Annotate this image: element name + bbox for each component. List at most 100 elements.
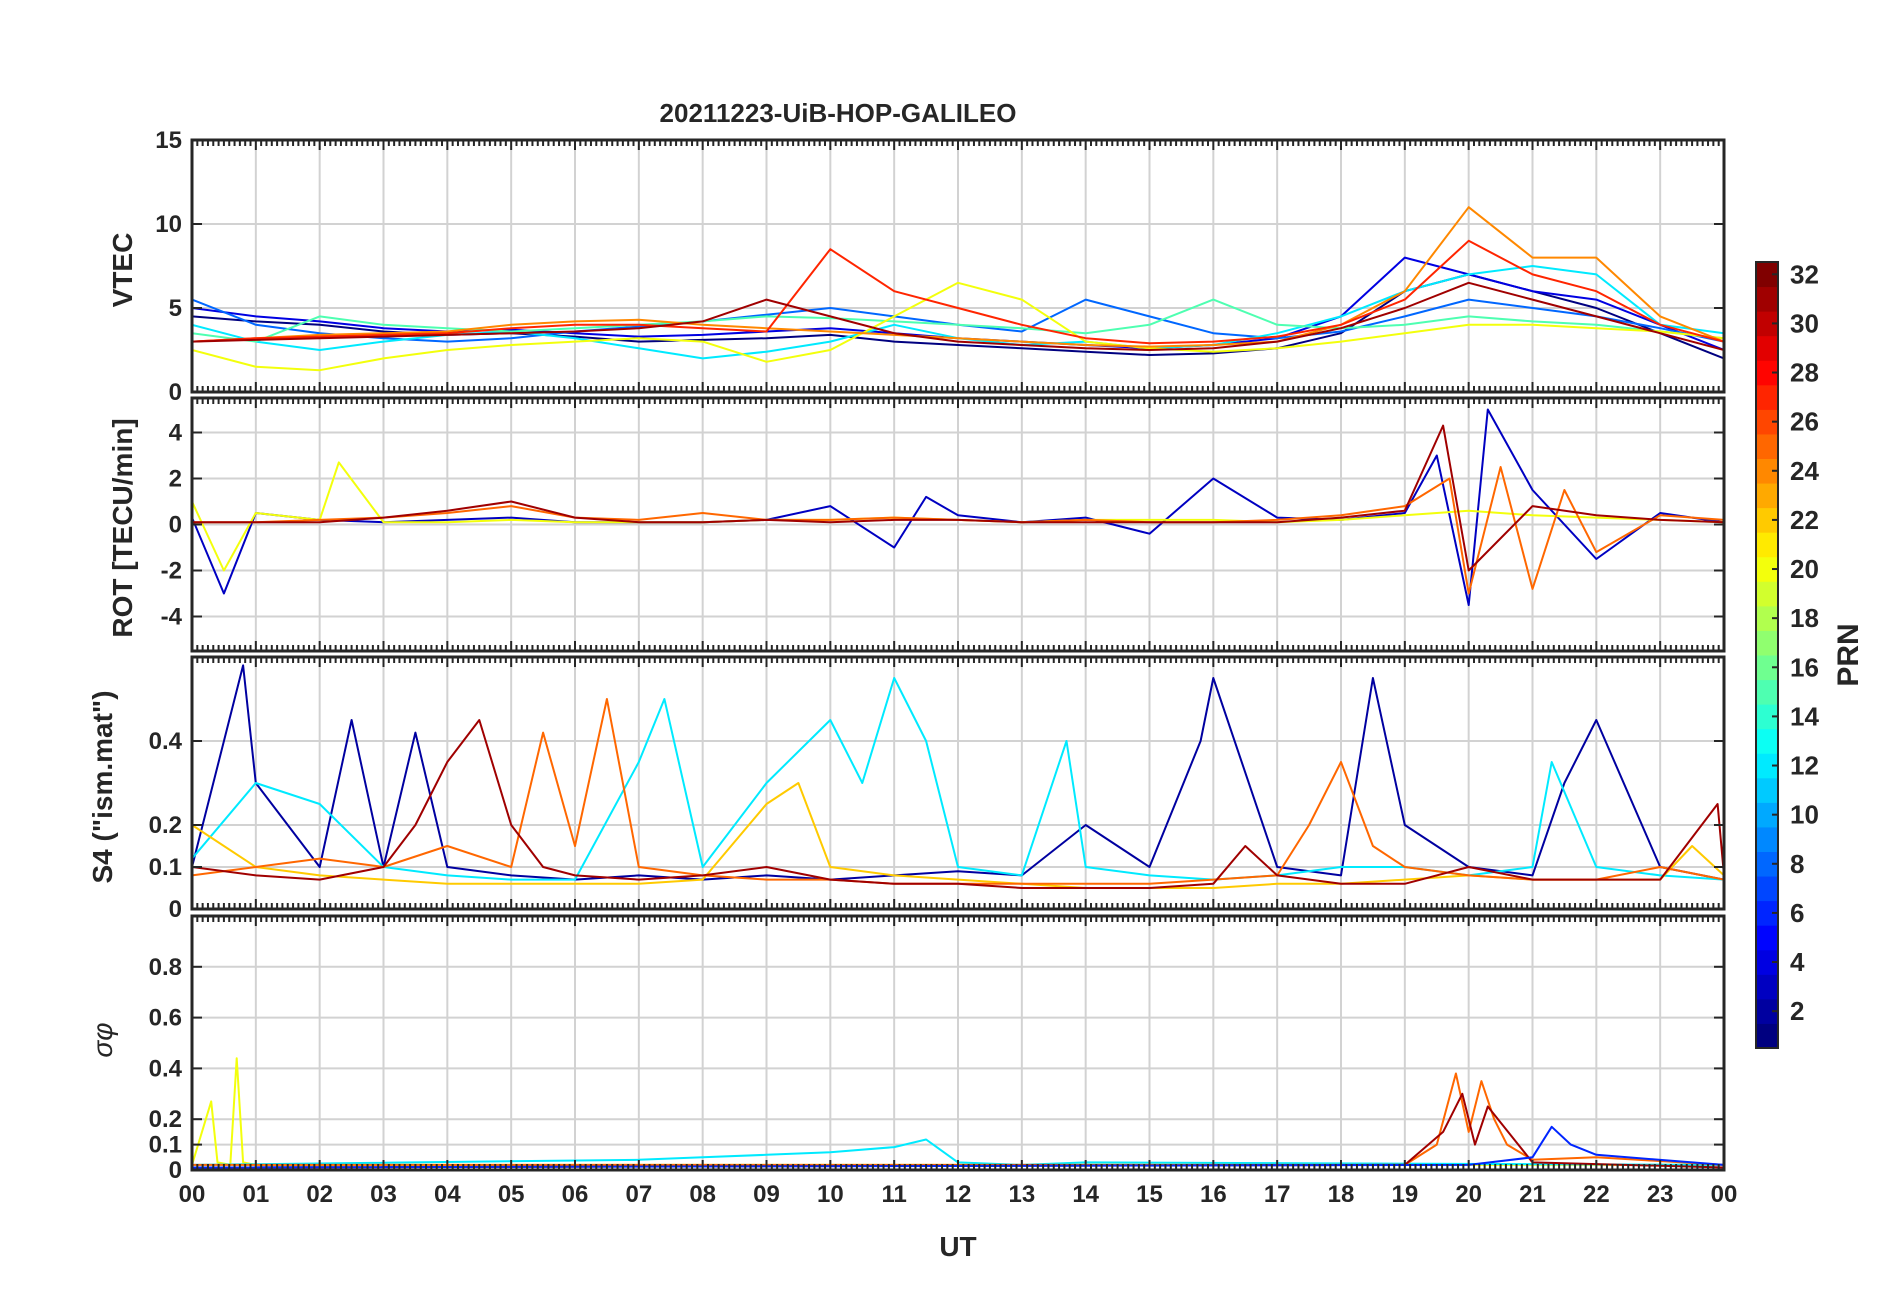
x-tick-label: 05 [498, 1181, 525, 1208]
sigma_phi-y-tick-label: 0.1 [149, 1132, 182, 1159]
colorbar-label: PRN [1832, 623, 1865, 686]
x-tick-label: 08 [689, 1181, 716, 1208]
colorbar-segment [1756, 483, 1778, 509]
colorbar-segment [1756, 630, 1778, 656]
x-tick-label: 12 [945, 1181, 972, 1208]
rot-series-group [192, 408, 1724, 606]
x-tick-label: 06 [562, 1181, 589, 1208]
colorbar-frame [1755, 261, 1779, 1049]
s4-panel: 0 0.1 0.2 0.4 S4 ("ism.mat") [87, 655, 1726, 923]
colorbar-segment [1756, 925, 1778, 951]
colorbar-segment [1756, 655, 1778, 681]
x-axis-label: UT [939, 1231, 976, 1262]
vtec-panel: 0 5 10 15 VTEC [107, 127, 1726, 406]
vtec-series-prn-20 [192, 281, 1724, 372]
s4-series-prn-12 [192, 677, 1724, 881]
colorbar-segment [1756, 507, 1778, 533]
x-tick-label: 18 [1328, 1181, 1355, 1208]
colorbar-tick-label: 28 [1790, 358, 1819, 388]
colorbar-tick-label: 8 [1790, 849, 1804, 879]
s4-y-tick-label: 0 [169, 896, 182, 923]
x-tick-label: 01 [242, 1181, 269, 1208]
colorbar-segment [1756, 286, 1778, 312]
colorbar-tick-label: 16 [1790, 652, 1819, 682]
s4-series-group [192, 664, 1724, 889]
colorbar-tick-label: 32 [1790, 259, 1819, 289]
colorbar-segment [1756, 532, 1778, 558]
colorbar-tick-label: 24 [1790, 456, 1819, 486]
x-tick-label: 13 [1008, 1181, 1035, 1208]
x-tick-label: 20 [1455, 1181, 1482, 1208]
colorbar-segment [1756, 409, 1778, 435]
sigma_phi-y-tick-label: 0.8 [149, 954, 182, 981]
colorbar-tick-label: 30 [1790, 308, 1819, 338]
x-tick-label: 14 [1072, 1181, 1099, 1208]
figure-title: 20211223-UiB-HOP-GALILEO [660, 98, 1017, 128]
sigma_phi-y-tick-label: 0.4 [149, 1055, 183, 1082]
rot-y-tick-label: 0 [169, 512, 182, 539]
s4-y-tick-label: 0.1 [149, 854, 182, 881]
colorbar-segment [1756, 777, 1778, 803]
vtec-series-prn-24 [192, 206, 1724, 348]
vtec-series-prn-31 [192, 281, 1724, 351]
colorbar-segment [1756, 704, 1778, 730]
colorbar-tick-label: 18 [1790, 603, 1819, 633]
rot-y-tick-label: -2 [161, 558, 182, 585]
x-tick-label: 23 [1647, 1181, 1674, 1208]
s4-y-tick-label: 0.4 [149, 728, 183, 755]
x-tick-label: 17 [1264, 1181, 1291, 1208]
colorbar-segment [1756, 974, 1778, 1000]
vtec-series-prn-15 [192, 298, 1724, 343]
colorbar-segment [1756, 851, 1778, 877]
colorbar-tick-label: 20 [1790, 554, 1819, 584]
vtec-y-axis-label: VTEC [107, 233, 138, 308]
x-tick-label: 00 [179, 1181, 206, 1208]
colorbar-segment [1756, 605, 1778, 631]
colorbar-tick-label: 6 [1790, 898, 1804, 928]
x-tick-label: 02 [306, 1181, 333, 1208]
x-tick-label: 15 [1136, 1181, 1163, 1208]
x-tick-label: 03 [370, 1181, 397, 1208]
colorbar-segment [1756, 384, 1778, 410]
rot-y-tick-label: 4 [169, 420, 183, 447]
colorbar-segment [1756, 679, 1778, 705]
sigma-phi-panel: 00.10.2 0.4 0.6 0.8 σφ [87, 914, 1726, 1184]
sigma_phi-series-prn-31 [192, 1092, 1724, 1169]
colorbar-tick-label: 10 [1790, 800, 1819, 830]
rot-series-prn-31 [192, 424, 1724, 572]
sigma_phi-y-tick-label: 0 [169, 1157, 182, 1184]
rot-panel: -4 -2 0 2 4 ROT [TECU/min] [107, 396, 1726, 653]
colorbar-segment [1756, 802, 1778, 828]
sigma_phi-series-prn-25 [192, 1072, 1724, 1166]
colorbar-segment [1756, 728, 1778, 754]
vtec-y-tick-label: 5 [169, 295, 182, 322]
rot-y-axis-label: ROT [TECU/min] [107, 418, 138, 637]
x-tick-label: 10 [817, 1181, 844, 1208]
rot-series-prn-3 [192, 408, 1724, 606]
sigma_phi-y-tick-label: 0.6 [149, 1005, 182, 1032]
vtec-y-tick-label: 10 [155, 211, 182, 238]
x-tick-label: 19 [1391, 1181, 1418, 1208]
colorbar-segment [1756, 581, 1778, 607]
s4-y-tick-label: 0.2 [149, 812, 182, 839]
x-tick-label: 21 [1519, 1181, 1546, 1208]
colorbar-segment [1756, 949, 1778, 975]
colorbar-segment [1756, 360, 1778, 386]
colorbar-tick-label: 4 [1790, 947, 1805, 977]
sigma-phi-y-axis-label: σφ [87, 1022, 118, 1057]
colorbar-tick-label: 14 [1790, 701, 1819, 731]
x-axis-ticks: 00 01 02 03 04 05 06 07 08 09 10 11 12 13 14 15 16 17 18 19… [179, 1181, 1738, 1208]
sigma_phi-y-tick-label: 0.2 [149, 1106, 182, 1133]
rot-y-tick-label: -4 [161, 604, 183, 631]
colorbar-tick-label: 2 [1790, 996, 1804, 1026]
colorbar-segment [1756, 433, 1778, 459]
s4-y-axis-label: S4 ("ism.mat") [87, 690, 118, 883]
vtec-series-prn-27 [192, 239, 1724, 345]
rot-series-prn-25 [192, 466, 1724, 595]
x-tick-label: 04 [434, 1181, 461, 1208]
colorbar-segment [1756, 998, 1778, 1024]
colorbar-segment [1756, 876, 1778, 902]
colorbar-tick-label: 26 [1790, 407, 1819, 437]
x-tick-label: 16 [1200, 1181, 1227, 1208]
